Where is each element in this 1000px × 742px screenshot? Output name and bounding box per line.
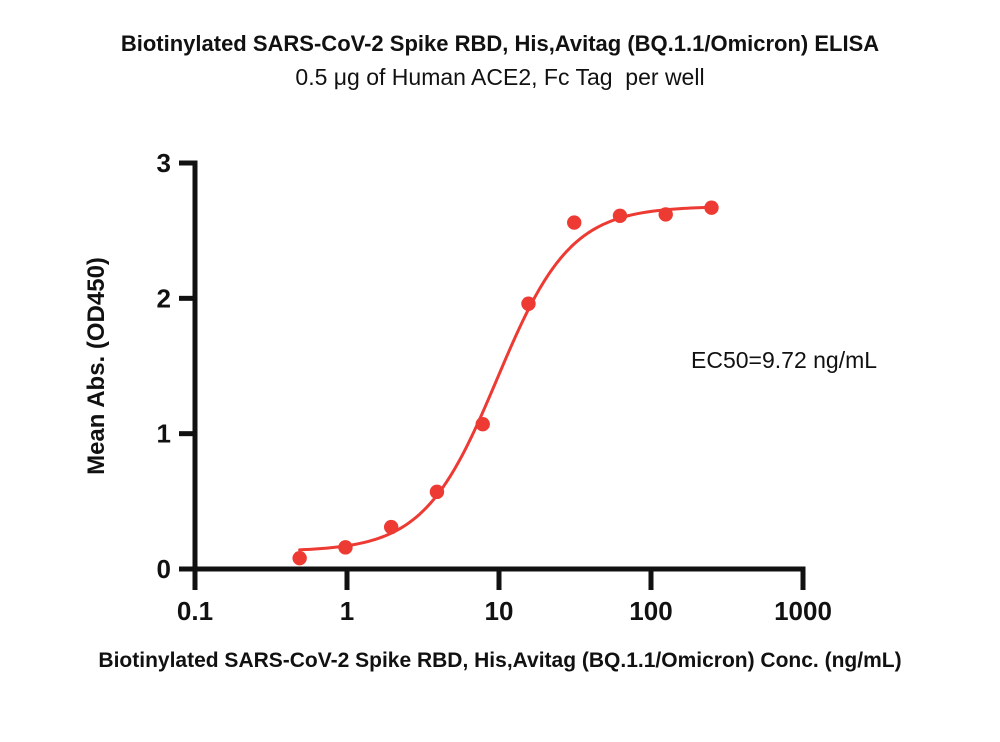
data-point: [429, 484, 445, 500]
y-tick-label: 2: [157, 283, 171, 313]
x-tick-label: 0.1: [177, 596, 213, 626]
data-point: [475, 416, 490, 432]
x-tick-label: 1: [340, 596, 354, 626]
x-tick-label: 100: [629, 596, 672, 626]
data-point: [658, 207, 673, 222]
data-point: [704, 200, 719, 215]
data-point: [612, 208, 628, 223]
data-point: [338, 540, 353, 555]
x-tick-label: 1000: [774, 596, 832, 626]
x-axis-title: Biotinylated SARS-CoV-2 Spike RBD, His,A…: [98, 649, 902, 672]
ec50-annotation: EC50=9.72 ng/mL: [691, 347, 878, 373]
chart-title: Biotinylated SARS-CoV-2 Spike RBD, His,A…: [120, 31, 880, 56]
y-tick-label: 1: [157, 419, 171, 449]
data-point: [567, 215, 582, 230]
chart-subtitle: 0.5 μg of Human ACE2, Fc Tag per well: [295, 64, 705, 90]
data-point: [521, 296, 536, 311]
y-tick-label: 0: [157, 554, 171, 584]
y-tick-label: 3: [157, 148, 171, 178]
fit-curve: [298, 205, 713, 552]
data-point: [292, 550, 307, 566]
data-point: [383, 519, 399, 535]
x-tick-label: 10: [485, 596, 514, 626]
